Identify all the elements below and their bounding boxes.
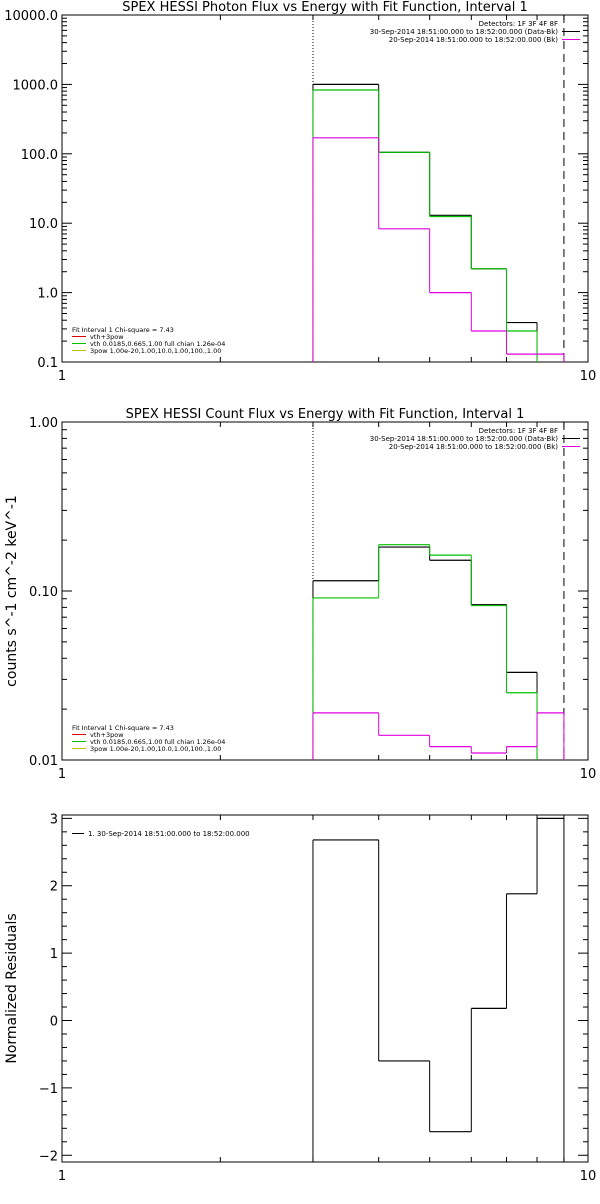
chart-panel-3: 1 10 −2 −1 0 1 2 3 Normalized Residuals 1. 30-Sep…: [4, 812, 596, 1184]
x-tick-label: 10: [580, 767, 597, 782]
chart-title: SPEX HESSI Count Flux vs Energy with Fit…: [126, 407, 525, 422]
legend-header: Fit Interval 1 Chi-square = 7.43: [72, 326, 174, 334]
y-tick-label: −1: [39, 1082, 58, 1097]
y-tick-label: 10.0: [29, 217, 58, 232]
legend-entry: vth+3pow: [90, 333, 124, 341]
y-tick-label: 100.0: [21, 148, 58, 163]
y-tick-label: 1.0: [37, 287, 58, 302]
x-tick-label: 1: [58, 1169, 66, 1184]
legend-entry: 30-Sep-2014 18:51:00.000 to 18:52:00.000…: [370, 435, 559, 443]
x-tick-label: 10: [580, 1169, 597, 1184]
legend-entry: 3pow 1.00e-20,1.00,10.0,1.00,100.,1.00: [90, 347, 221, 355]
legend: 1. 30-Sep-2014 18:51:00.000 to 18:52:00.…: [72, 830, 250, 838]
series-1: [312, 83, 538, 362]
legend-entry: vth+3pow: [90, 731, 124, 739]
y-tick-label: −2: [39, 1149, 58, 1164]
y-axis-label: counts s^-1 cm^-2 keV^-1: [4, 495, 20, 687]
legend-bottom: Fit Interval 1 Chi-square = 7.43vth+3pow…: [72, 724, 225, 753]
legend-entry: 20-Sep-2014 18:51:00.000 to 18:52:00.000…: [389, 443, 559, 451]
legend-entry: 3pow 1.00e-20,1.00,10.0,1.00,100.,1.00: [90, 745, 221, 753]
x-tick-label: 1: [58, 369, 66, 384]
x-tick-label: 1: [58, 767, 66, 782]
y-tick-label: 1: [50, 947, 58, 962]
legend-header: Fit Interval 1 Chi-square = 7.43: [72, 724, 174, 732]
y-tick-label: 1000.0: [13, 78, 59, 93]
x-tick-label: 10: [580, 369, 597, 384]
series-1: [312, 817, 565, 1162]
chart-panel-1: SPEX HESSI Photon Flux vs Energy with Fi…: [4, 0, 596, 384]
y-tick-label: 1.00: [29, 416, 58, 431]
y-tick-label: 3: [50, 812, 58, 827]
legend-entry: 30-Sep-2014 18:51:00.000 to 18:52:00.000…: [370, 28, 559, 36]
y-tick-label: 10000.0: [4, 9, 58, 24]
legend-bottom: Fit Interval 1 Chi-square = 7.43vth+3pow…: [72, 326, 225, 355]
y-tick-label: 0: [50, 1015, 58, 1030]
legend-entry: vth 0.0185,0.665,1.00 full chian 1.26e-0…: [90, 738, 225, 746]
y-tick-label: 2: [50, 880, 58, 895]
plot-frame: [61, 814, 589, 1163]
series-1: [312, 546, 538, 760]
legend-entry: vth 0.0185,0.665,1.00 full chian 1.26e-0…: [90, 340, 225, 348]
y-tick-label: 0.01: [29, 754, 58, 769]
chart-title: SPEX HESSI Photon Flux vs Energy with Fi…: [122, 0, 528, 15]
series-3: [312, 712, 565, 760]
series-2: [312, 89, 538, 362]
plot-frame: [61, 421, 589, 761]
plot-frame: [61, 14, 589, 363]
legend-header: Detectors: 1F 3F 4F 8F: [479, 20, 558, 28]
legend-entry: 20-Sep-2014 18:51:00.000 to 18:52:00.000…: [389, 36, 559, 44]
series-2: [312, 544, 538, 760]
legend-entry: 1. 30-Sep-2014 18:51:00.000 to 18:52:00.…: [88, 830, 250, 838]
legend-header: Detectors: 1F 3F 4F 8F: [479, 427, 558, 435]
y-tick-label: 0.10: [29, 585, 58, 600]
chart-panel-2: SPEX HESSI Count Flux vs Energy with Fit…: [4, 407, 596, 782]
y-axis-label: Normalized Residuals: [4, 913, 20, 1063]
series-3: [312, 137, 565, 362]
y-tick-label: 0.1: [37, 356, 58, 371]
